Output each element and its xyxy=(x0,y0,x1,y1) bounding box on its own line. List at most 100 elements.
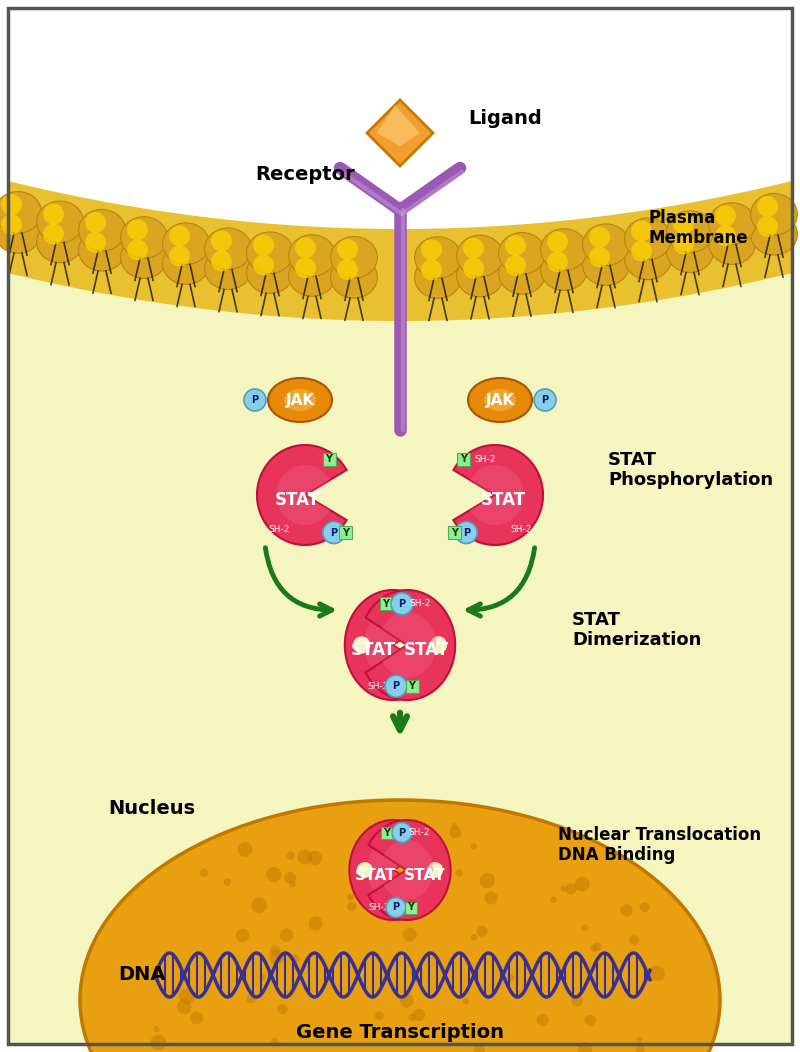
Circle shape xyxy=(127,219,148,240)
Circle shape xyxy=(463,258,484,279)
Polygon shape xyxy=(8,181,792,321)
Circle shape xyxy=(574,876,590,891)
Circle shape xyxy=(278,1004,288,1014)
Circle shape xyxy=(322,522,345,544)
Bar xyxy=(458,452,470,465)
Polygon shape xyxy=(366,590,455,700)
Bar xyxy=(405,902,417,913)
Circle shape xyxy=(259,974,266,980)
Circle shape xyxy=(251,897,267,913)
Circle shape xyxy=(631,221,652,241)
Circle shape xyxy=(236,929,249,943)
Circle shape xyxy=(418,861,433,874)
Polygon shape xyxy=(454,445,543,545)
Circle shape xyxy=(673,214,694,235)
Ellipse shape xyxy=(541,228,587,270)
Text: Nucleus: Nucleus xyxy=(108,798,195,817)
Circle shape xyxy=(636,1036,642,1043)
Circle shape xyxy=(150,1034,166,1051)
Bar xyxy=(8,8,792,238)
Ellipse shape xyxy=(457,236,503,277)
Polygon shape xyxy=(364,612,418,677)
Text: SH-2: SH-2 xyxy=(510,525,532,533)
Ellipse shape xyxy=(162,243,210,284)
Circle shape xyxy=(190,1012,203,1025)
Circle shape xyxy=(410,970,417,976)
Circle shape xyxy=(295,238,316,258)
Text: Ligand: Ligand xyxy=(468,108,542,127)
Text: SH-2: SH-2 xyxy=(474,454,496,464)
Circle shape xyxy=(757,196,778,217)
Ellipse shape xyxy=(162,223,210,264)
Ellipse shape xyxy=(582,224,630,265)
Bar xyxy=(379,598,393,610)
Text: Y: Y xyxy=(407,903,414,912)
Circle shape xyxy=(550,896,557,903)
Circle shape xyxy=(455,869,463,876)
Bar xyxy=(381,827,393,838)
Circle shape xyxy=(238,842,253,857)
Ellipse shape xyxy=(0,191,42,234)
Text: STAT
Dimerization: STAT Dimerization xyxy=(572,610,702,649)
Text: STAT: STAT xyxy=(481,491,526,509)
Ellipse shape xyxy=(246,231,294,274)
Circle shape xyxy=(391,592,413,614)
Circle shape xyxy=(297,849,312,865)
Ellipse shape xyxy=(80,800,720,1052)
Circle shape xyxy=(635,1045,645,1052)
Text: DNA: DNA xyxy=(118,966,166,985)
Circle shape xyxy=(375,1011,384,1020)
Text: Plasma
Membrane: Plasma Membrane xyxy=(648,208,748,247)
Ellipse shape xyxy=(37,221,83,263)
Circle shape xyxy=(582,925,589,931)
Polygon shape xyxy=(367,100,433,166)
Circle shape xyxy=(566,884,577,894)
Circle shape xyxy=(421,260,442,280)
Ellipse shape xyxy=(330,257,378,298)
Circle shape xyxy=(639,903,650,912)
Circle shape xyxy=(270,950,284,965)
Circle shape xyxy=(534,389,556,411)
Circle shape xyxy=(757,216,778,237)
Circle shape xyxy=(357,862,373,878)
Bar xyxy=(448,526,461,539)
Circle shape xyxy=(389,881,402,894)
Circle shape xyxy=(474,1044,485,1052)
Circle shape xyxy=(154,1026,159,1032)
Text: Y: Y xyxy=(382,599,390,609)
Circle shape xyxy=(401,892,414,905)
Ellipse shape xyxy=(414,237,462,279)
Ellipse shape xyxy=(750,194,798,235)
Circle shape xyxy=(673,234,694,255)
Text: SH-2: SH-2 xyxy=(367,682,389,691)
Polygon shape xyxy=(276,465,330,525)
Bar xyxy=(322,452,335,465)
Circle shape xyxy=(223,878,231,886)
Circle shape xyxy=(571,995,582,1007)
Circle shape xyxy=(43,204,64,224)
Ellipse shape xyxy=(468,378,532,422)
Text: P: P xyxy=(462,527,470,538)
Circle shape xyxy=(127,239,148,260)
Circle shape xyxy=(547,231,568,252)
Circle shape xyxy=(266,867,282,883)
Circle shape xyxy=(291,954,299,964)
Text: P: P xyxy=(330,527,338,538)
Circle shape xyxy=(631,241,652,261)
Text: Y: Y xyxy=(342,527,350,538)
Text: JAK: JAK xyxy=(486,393,514,408)
Polygon shape xyxy=(345,590,434,700)
Polygon shape xyxy=(377,105,420,146)
Text: P: P xyxy=(393,903,399,912)
Text: Y: Y xyxy=(326,454,333,464)
Circle shape xyxy=(470,844,477,850)
Ellipse shape xyxy=(541,248,587,290)
Circle shape xyxy=(385,675,407,697)
Circle shape xyxy=(290,881,296,887)
Circle shape xyxy=(211,250,232,271)
Circle shape xyxy=(436,845,446,854)
Circle shape xyxy=(270,946,281,956)
Text: P: P xyxy=(251,394,258,405)
Circle shape xyxy=(85,232,106,252)
Circle shape xyxy=(455,522,477,544)
